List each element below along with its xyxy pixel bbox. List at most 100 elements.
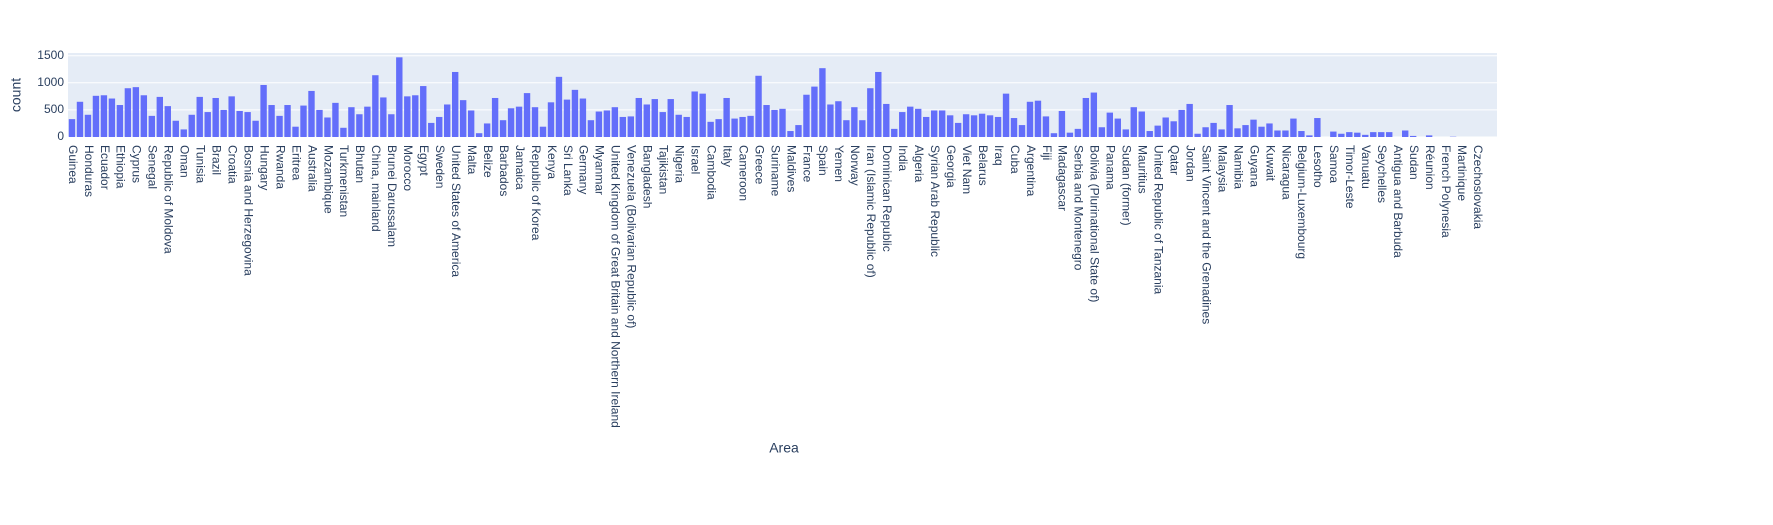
bar (483, 123, 491, 137)
x-tick-label: Samoa (1327, 145, 1341, 183)
bar (220, 109, 227, 137)
x-tick-label: United Kingdom of Great Britain and Nort… (609, 145, 623, 428)
bar (1242, 125, 1249, 137)
bar (1042, 116, 1050, 137)
x-tick-label: Brazil (210, 145, 224, 175)
x-tick-label: United Republic of Tanzania (1152, 145, 1166, 295)
x-tick-label: Jamaica (513, 145, 527, 190)
x-tick-label: Guyana (1247, 145, 1261, 187)
bar (930, 110, 938, 137)
bar (1194, 133, 1201, 137)
bar (667, 99, 674, 137)
x-tick-label: Martinique (1455, 145, 1469, 201)
x-tick-label: Croatia (225, 145, 239, 184)
x-tick-label: Australia (305, 145, 319, 192)
bar (867, 88, 874, 137)
bar (340, 127, 347, 137)
bar (1290, 118, 1297, 137)
bar (1090, 92, 1098, 137)
x-tick-label: Belgium-Luxembourg (1295, 145, 1309, 259)
bar (595, 111, 603, 137)
x-tick-label: Morocco (401, 145, 415, 191)
bar (1138, 111, 1145, 137)
bar (412, 95, 419, 137)
bar (1362, 134, 1369, 137)
x-tick-label: Italy (720, 145, 734, 167)
x-tick-label: Fiji (1040, 145, 1054, 160)
x-tick-label: Sudan (former) (1120, 145, 1134, 226)
x-tick-label: Belarus (976, 145, 990, 186)
bar (108, 98, 116, 137)
bar (116, 105, 124, 137)
bar (1146, 131, 1153, 137)
bar (1010, 118, 1018, 137)
bar (970, 115, 978, 137)
x-tick-label: Viet Nam (960, 145, 974, 194)
x-tick-label: Venezuela (Bolivarian Republic of) (625, 145, 639, 328)
bar (755, 75, 762, 137)
bar (1210, 122, 1217, 137)
bar (1258, 126, 1265, 137)
x-tick-label: Panama (1104, 145, 1118, 190)
bar (68, 119, 76, 137)
bar (1130, 107, 1137, 137)
bar (372, 75, 379, 137)
bar (1066, 132, 1074, 137)
x-tick-label: Serbia and Montenegro (1072, 145, 1086, 271)
bar (156, 96, 164, 137)
bar (196, 96, 203, 137)
bar (1274, 130, 1281, 137)
bar (827, 104, 834, 137)
bar (1202, 127, 1209, 137)
x-tick-label: Nicaragua (1279, 145, 1293, 200)
bar (547, 102, 555, 137)
bar (1026, 101, 1034, 137)
x-tick-label: Egypt (417, 145, 431, 176)
x-tick-label: Georgia (944, 145, 958, 188)
x-tick-label: Cyprus (130, 145, 144, 183)
bar (396, 57, 403, 138)
bar (380, 97, 387, 137)
x-tick-label: Suriname (768, 145, 782, 197)
bar (771, 109, 778, 137)
x-tick-label: Sri Lanka (561, 145, 575, 196)
bar (252, 120, 259, 137)
bar (731, 118, 738, 137)
bar (675, 114, 682, 137)
bar (1002, 93, 1010, 137)
bar (1018, 125, 1026, 137)
bar (779, 108, 786, 137)
bar (428, 122, 435, 137)
bar (1082, 97, 1090, 137)
x-tick-label: Rwanda (273, 145, 287, 189)
bar (1162, 117, 1169, 137)
x-tick-label: Germany (577, 145, 591, 194)
bar (332, 102, 339, 137)
bar (579, 98, 587, 137)
bar (436, 116, 443, 137)
bar (819, 68, 826, 137)
bar (739, 116, 746, 137)
x-tick-label: Tunisia (194, 145, 208, 184)
bar (1050, 133, 1058, 137)
bar (659, 112, 666, 137)
bar (236, 110, 243, 137)
x-tick-label: Antigua and Barbuda (1391, 145, 1405, 258)
x-tick-label: France (800, 145, 814, 183)
bar (763, 105, 770, 137)
x-tick-label: Czechoslovakia (1471, 145, 1485, 229)
y-axis-title: count (8, 78, 24, 112)
bar (244, 112, 251, 137)
bar (475, 133, 483, 137)
x-tick-label: Norway (848, 145, 862, 186)
bar (188, 114, 195, 137)
bar (875, 71, 882, 137)
x-tick-label: Ethiopia (114, 145, 128, 189)
bar (204, 112, 211, 137)
x-tick-label: Algeria (912, 145, 926, 183)
bar (811, 86, 818, 137)
x-tick-label: Tajikistan (657, 145, 671, 194)
bar (603, 110, 611, 137)
bar (1386, 132, 1393, 137)
bar (1098, 127, 1106, 137)
